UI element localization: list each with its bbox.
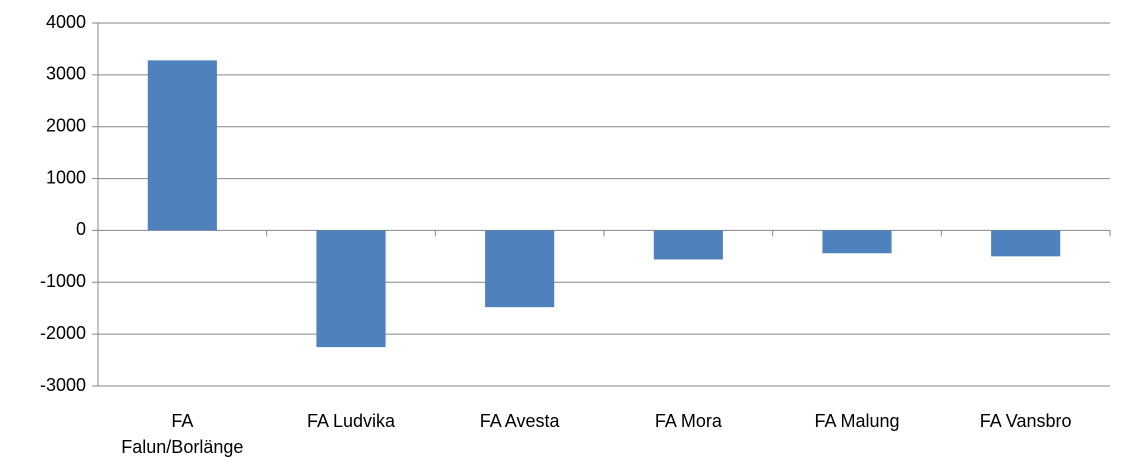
y-tick-label: 0 [76, 219, 86, 239]
x-tick-label: FA Mora [654, 411, 722, 431]
x-tick-label: FA Vansbro [979, 411, 1072, 431]
y-tick-label: 3000 [46, 64, 86, 84]
bar [991, 230, 1061, 257]
x-tick-label: FA Ludvika [306, 411, 396, 431]
x-tick-label: FA Malung [814, 411, 900, 431]
bar [147, 60, 217, 231]
bar [653, 230, 723, 260]
bar [316, 230, 386, 348]
x-tick-label: FA Avesta [479, 411, 560, 431]
y-tick-label: -2000 [40, 323, 86, 343]
bar [485, 230, 555, 308]
y-tick-label: 2000 [46, 115, 86, 135]
x-tick-label: FA Falun/Borlänge [121, 411, 244, 457]
y-tick-label: 4000 [46, 12, 86, 32]
y-tick-label: 1000 [46, 167, 86, 187]
y-tick-label: -3000 [40, 375, 86, 395]
y-tick-label: -1000 [40, 271, 86, 291]
bar [822, 230, 892, 254]
